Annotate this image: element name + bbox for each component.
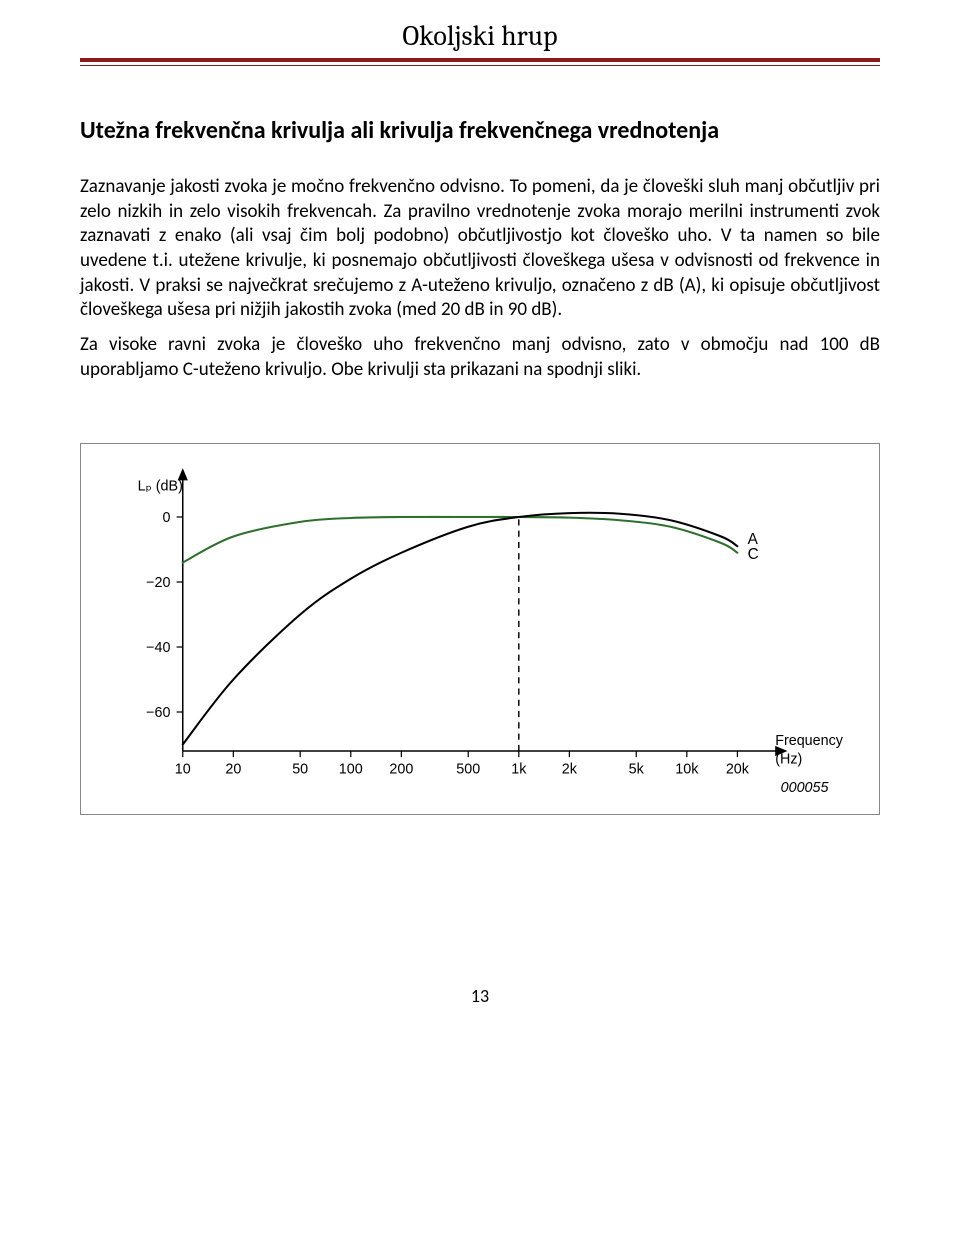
weighting-curves-chart: 0 −20 −40 −60 Lₚ (dB) 10 20 50 100 200 500 1k 2k 5k 10… (80, 443, 880, 815)
svg-text:0: 0 (162, 510, 170, 526)
page-header-title: Okoljski hrup (80, 20, 880, 52)
svg-text:20k: 20k (726, 761, 750, 777)
body-paragraph-1: Zaznavanje jakosti zvoka je močno frekve… (80, 175, 880, 323)
svg-text:000055: 000055 (781, 780, 830, 796)
svg-text:5k: 5k (629, 761, 645, 777)
svg-text:50: 50 (292, 761, 308, 777)
svg-text:(Hz): (Hz) (775, 751, 802, 767)
svg-text:10k: 10k (675, 761, 699, 777)
svg-text:200: 200 (389, 761, 413, 777)
svg-text:100: 100 (339, 761, 363, 777)
svg-text:−20: −20 (146, 575, 170, 591)
svg-text:20: 20 (225, 761, 241, 777)
svg-text:Lₚ (dB): Lₚ (dB) (138, 478, 183, 494)
section-heading: Utežna frekvenčna krivulja ali krivulja … (80, 116, 880, 145)
svg-text:C: C (748, 545, 759, 562)
svg-text:−40: −40 (146, 640, 170, 656)
svg-text:−60: −60 (146, 705, 170, 721)
svg-text:1k: 1k (511, 761, 527, 777)
body-paragraph-2: Za visoke ravni zvoka je človeško uho fr… (80, 333, 880, 382)
svg-text:Frequency: Frequency (775, 732, 844, 748)
chart-svg: 0 −20 −40 −60 Lₚ (dB) 10 20 50 100 200 500 1k 2k 5k 10… (111, 464, 849, 802)
svg-text:2k: 2k (562, 761, 578, 777)
svg-text:10: 10 (175, 761, 191, 777)
svg-text:500: 500 (456, 761, 480, 777)
header-rule (80, 58, 880, 66)
page-number: 13 (80, 985, 880, 1007)
